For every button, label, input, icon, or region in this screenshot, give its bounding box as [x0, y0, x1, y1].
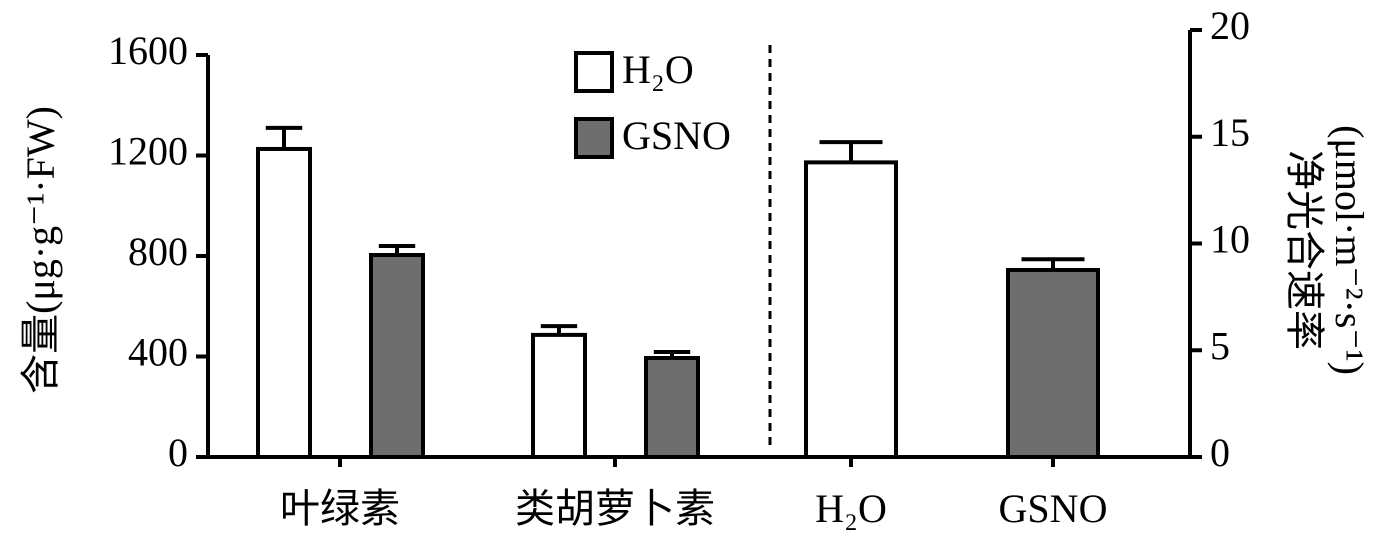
y-tick-label: 1600 [108, 28, 188, 73]
x-tick-label: GSNO [999, 486, 1108, 531]
y-tick-label: 800 [128, 229, 188, 274]
y-tick-label: 400 [128, 330, 188, 375]
x-tick-label: 类胡萝卜素 [515, 486, 715, 531]
bar [804, 160, 898, 459]
y-tick-label: 1200 [108, 129, 188, 174]
bar [1006, 267, 1100, 459]
bar [369, 252, 425, 459]
y-axis-label: 含量(μg·g⁻¹·FW) [18, 106, 63, 394]
legend-label: GSNO [622, 113, 731, 158]
y-tick-label: 10 [1210, 217, 1250, 262]
y2-axis-label: 净光合速率 [1282, 150, 1327, 350]
legend-label: H₂O [622, 47, 694, 92]
y2-axis-label: (μmol·m⁻²·s⁻¹) [1327, 125, 1372, 375]
y-tick-label: 5 [1210, 323, 1230, 368]
y-tick-label: 0 [1210, 430, 1230, 475]
legend-swatch [574, 51, 614, 93]
bar [531, 332, 587, 459]
x-tick-label: H₂O [815, 486, 887, 531]
legend-swatch [574, 117, 614, 159]
x-tick-label: 叶绿素 [280, 486, 400, 531]
y-tick-label: 15 [1210, 110, 1250, 155]
y-tick-label: 20 [1210, 3, 1250, 48]
y-tick-label: 0 [168, 430, 188, 475]
bar [256, 146, 312, 459]
bar [644, 356, 700, 460]
